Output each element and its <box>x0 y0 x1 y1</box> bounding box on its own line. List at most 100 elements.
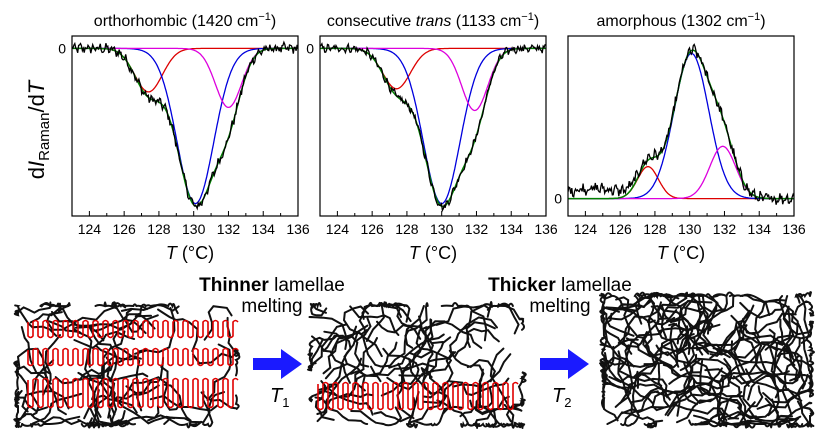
x-tick-label: 134 <box>748 221 772 237</box>
polymer-chain <box>74 314 152 331</box>
polymer-chain <box>466 327 500 348</box>
x-tick-label: 136 <box>286 221 310 237</box>
polymer-chain <box>787 307 815 336</box>
polymer-chain <box>111 301 148 311</box>
schematic-two-lamellae-stacks <box>13 301 241 429</box>
t1-label: T1 <box>270 385 289 410</box>
fit-curve <box>568 49 794 200</box>
component-peak-red <box>320 47 546 90</box>
polymer-chain <box>666 382 730 417</box>
thicker-lamellae-label: Thicker lamellae <box>488 275 632 296</box>
polymer-chain <box>600 292 620 313</box>
polymer-chain <box>330 331 383 358</box>
crystalline-lamella <box>317 381 519 411</box>
thinner-melting-label: melting <box>241 296 302 317</box>
polymer-chain <box>16 347 51 375</box>
polymer-chain <box>732 370 790 385</box>
polymer-chain <box>163 383 200 428</box>
polymer-chain <box>618 344 634 405</box>
crystalline-lamella <box>27 319 239 339</box>
polymer-chain <box>739 295 789 319</box>
polymer-chain <box>768 345 801 385</box>
polymer-chain <box>720 336 758 380</box>
arrow-t2 <box>540 349 589 379</box>
polymer-chain <box>676 378 725 424</box>
polymer-chain <box>425 319 434 379</box>
polymer-chain <box>783 313 799 367</box>
polymer-chain <box>449 316 498 357</box>
panel-amorphous: 124 126 128 130 132 134 136 0 <box>554 35 806 237</box>
polymer-chain <box>742 379 764 408</box>
schematic-one-lamella-stack <box>306 301 527 429</box>
polymer-chain <box>797 322 813 397</box>
polymer-chain <box>662 346 710 369</box>
polymer-chain <box>14 389 23 427</box>
x-tick-label: 130 <box>182 221 206 237</box>
polymer-chain <box>486 304 525 331</box>
polymer-chain <box>600 300 652 320</box>
polymer-chain <box>666 292 697 322</box>
polymer-chain <box>785 417 804 429</box>
panel-3-title: amorphous (1302 cm−1) <box>596 11 765 30</box>
polymer-chain <box>316 392 374 415</box>
polymer-chain <box>773 305 792 372</box>
x-tick-label: 124 <box>326 221 350 237</box>
polymer-chain <box>466 364 485 408</box>
polymer-chain <box>754 328 776 376</box>
component-peak-magenta <box>320 47 546 112</box>
polymer-chain <box>636 342 671 389</box>
polymer-chain <box>94 389 130 428</box>
polymer-chain <box>380 357 420 397</box>
crystalline-lamella <box>27 377 239 409</box>
polymer-chain <box>677 300 704 356</box>
polymer-chain <box>601 328 609 386</box>
polymer-chain <box>603 328 648 348</box>
polymer-chain <box>192 348 240 365</box>
polymer-chain <box>650 305 694 349</box>
x-tick-label: 132 <box>713 221 737 237</box>
polymer-chain <box>644 301 662 355</box>
polymer-chain <box>422 351 454 399</box>
x-tick-label: 130 <box>430 221 454 237</box>
polymer-chain <box>630 378 693 404</box>
polymer-chain <box>14 365 49 380</box>
schematic-amorphous-melt <box>598 291 815 429</box>
polymer-chain <box>509 371 527 409</box>
polymer-chain <box>601 374 619 422</box>
polymer-chain <box>147 414 203 429</box>
component-peak-magenta <box>72 47 298 109</box>
polymer-chain <box>655 294 690 354</box>
polymer-chain <box>699 386 743 415</box>
polymer-chain <box>400 320 446 373</box>
x-tick-label: 132 <box>217 221 241 237</box>
polymer-chain <box>318 324 369 391</box>
y-zero-label: 0 <box>306 40 314 56</box>
thicker-melting-label: melting <box>529 296 590 317</box>
component-peak-blue <box>320 47 546 205</box>
polymer-chain <box>14 304 58 337</box>
x-tick-label: 126 <box>608 221 632 237</box>
polymer-chain <box>114 397 176 425</box>
polymer-chain <box>636 291 673 302</box>
x-tick-label: 134 <box>500 221 524 237</box>
arrow-t1 <box>253 349 302 379</box>
polymer-chain <box>50 310 105 342</box>
panel-orthorhombic: 124 126 128 130 132 134 136 0 <box>58 35 310 237</box>
polymer-chain <box>80 407 101 429</box>
polymer-chain <box>13 306 51 317</box>
polymer-chain <box>657 302 719 333</box>
measured-data <box>568 43 794 205</box>
polymer-chain <box>454 321 496 358</box>
polymer-chain <box>669 323 698 365</box>
polymer-chain <box>40 302 82 334</box>
polymer-chain <box>415 326 451 361</box>
polymer-chain <box>738 323 779 352</box>
polymer-chain <box>414 405 464 427</box>
panel-2-title: consecutive trans (1133 cm−1) <box>327 11 539 30</box>
measured-data <box>320 42 546 213</box>
x-tick-label: 124 <box>78 221 102 237</box>
x-axis-label-2: T (°C) <box>409 243 457 263</box>
polymer-chain <box>620 390 659 427</box>
x-tick-label: 126 <box>112 221 136 237</box>
